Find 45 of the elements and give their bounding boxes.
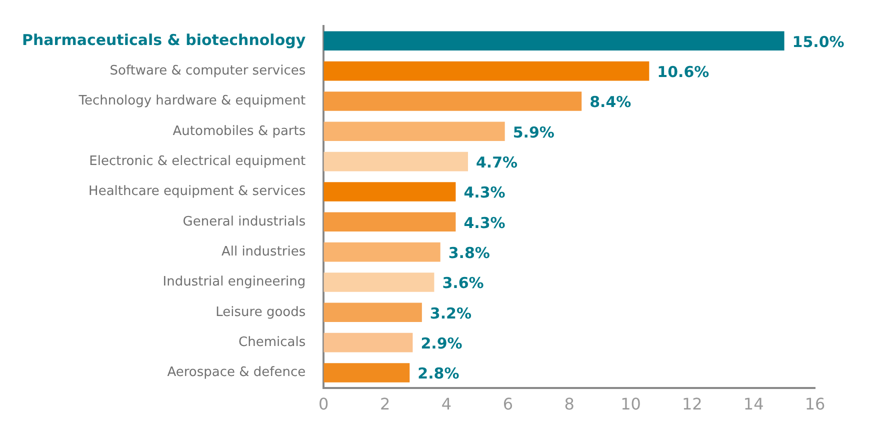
x-tick-label: 6 (502, 394, 513, 414)
data-label: 2.8% (418, 364, 460, 383)
x-tick-label: 2 (380, 394, 390, 414)
bar (324, 61, 650, 81)
data-label: 8.4% (590, 93, 632, 112)
y-tick-label: Automobiles & parts (172, 124, 306, 139)
bar (324, 363, 410, 382)
x-tick-label: 8 (564, 394, 574, 414)
data-label: 3.6% (442, 274, 484, 292)
x-tick-label: 0 (318, 394, 329, 414)
data-label: 5.9% (512, 123, 554, 142)
bar (324, 212, 456, 232)
data-label: 4.3% (464, 184, 506, 202)
y-tick-label: Chemicals (238, 334, 306, 350)
y-tick-label: Aerospace & defence (167, 365, 306, 380)
bar (324, 302, 422, 322)
data-label: 3.8% (448, 244, 490, 262)
x-tick-label: 12 (682, 394, 702, 414)
y-tick-label: General industrials (182, 214, 306, 230)
bar (324, 122, 505, 142)
bar (324, 31, 784, 51)
y-tick-label: Industrial engineering (162, 274, 306, 290)
x-tick-label: 4 (441, 394, 452, 414)
data-label: 3.2% (430, 304, 472, 322)
y-tick-label: Pharmaceuticals & biotechnology (22, 30, 306, 49)
y-tick-label: Leisure goods (216, 304, 306, 320)
bar (324, 92, 582, 111)
y-tick-label: Healthcare equipment & services (88, 184, 306, 200)
data-label: 10.6% (657, 62, 710, 81)
x-tick-label: 14 (743, 394, 764, 414)
bar (324, 182, 456, 202)
bar (324, 152, 468, 172)
y-tick-label: Electronic & electrical equipment (89, 154, 306, 169)
data-label: 2.9% (420, 334, 462, 352)
y-tick-label: Software & computer services (110, 63, 306, 78)
bar (324, 242, 440, 262)
data-label: 4.7% (476, 153, 518, 172)
bar (324, 332, 413, 352)
y-tick-label: Technology hardware & equipment (78, 94, 306, 109)
bar (324, 272, 434, 292)
data-label: 4.3% (464, 214, 506, 232)
x-tick-label: 16 (804, 394, 826, 414)
data-label: 15.0% (792, 32, 844, 51)
y-tick-label: All industries (221, 244, 306, 260)
x-tick-label: 10 (620, 394, 641, 414)
